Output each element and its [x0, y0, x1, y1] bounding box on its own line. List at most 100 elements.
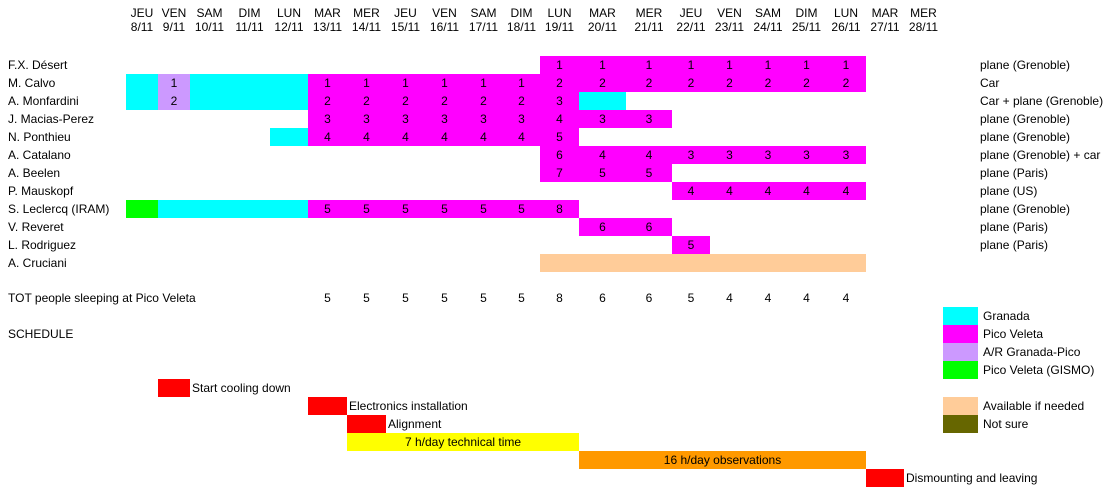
- room-number: 1: [645, 58, 653, 72]
- day-name: SAM: [754, 6, 781, 20]
- transport-mode: plane (Grenoble): [980, 112, 1071, 126]
- person-name: L. Rodriguez: [8, 238, 77, 252]
- day-name: MER: [910, 6, 937, 20]
- day-header: VEN 23/11: [710, 6, 749, 34]
- room-number: 2: [363, 94, 370, 108]
- room-number: 1: [480, 76, 487, 90]
- transport-mode: Car + plane (Grenoble): [980, 94, 1104, 108]
- presence-cell: [308, 110, 672, 128]
- room-number: 1: [556, 58, 563, 72]
- room-number: 5: [363, 202, 370, 216]
- room-number: 2: [324, 94, 331, 108]
- room-number: 2: [599, 76, 606, 90]
- room-number: 3: [556, 94, 563, 108]
- room-number: 3: [402, 112, 409, 126]
- room-number: 4: [803, 184, 810, 198]
- day-date: 26/11: [831, 20, 861, 34]
- transport-mode: Car: [980, 76, 1000, 90]
- schedule-bar: [866, 469, 904, 487]
- transport-mode: plane (US): [980, 184, 1038, 198]
- schedule-title: SCHEDULE: [8, 327, 74, 341]
- day-name: MER: [635, 6, 663, 20]
- legend-label: Pico Veleta: [983, 327, 1044, 341]
- day-name: MAR: [589, 6, 616, 20]
- presence-cell: [540, 254, 866, 272]
- room-number: 2: [687, 76, 695, 90]
- room-number: 3: [441, 112, 448, 126]
- room-number: 2: [170, 94, 178, 108]
- room-number: 5: [324, 202, 331, 216]
- room-number: 1: [170, 76, 178, 90]
- room-number: 2: [480, 94, 487, 108]
- room-number: 1: [803, 58, 810, 72]
- day-name: LUN: [276, 6, 301, 20]
- room-number: 3: [842, 148, 850, 162]
- schedule-item-label: Alignment: [388, 417, 442, 431]
- person-name: N. Ponthieu: [8, 130, 71, 144]
- room-number: 4: [687, 184, 695, 198]
- room-number: 2: [402, 94, 409, 108]
- person-name: A. Monfardini: [8, 94, 79, 108]
- legend-swatch: [943, 325, 978, 343]
- total-value: 5: [518, 291, 525, 305]
- room-number: 5: [441, 202, 448, 216]
- day-name: SAM: [196, 6, 223, 20]
- day-header: MAR 27/11: [866, 6, 904, 34]
- room-number: 4: [726, 184, 733, 198]
- room-number: 2: [764, 76, 772, 90]
- presence-cell: [308, 200, 579, 218]
- room-number: 6: [599, 220, 606, 234]
- day-name: VEN: [161, 6, 187, 20]
- room-number: 5: [402, 202, 409, 216]
- day-header: DIM 25/11: [787, 6, 826, 34]
- day-name: JEU: [394, 6, 417, 20]
- room-number: 4: [556, 112, 563, 126]
- room-number: 6: [645, 220, 653, 234]
- day-header: MAR 13/11: [308, 6, 347, 34]
- day-date: 12/11: [274, 20, 304, 34]
- day-name: VEN: [717, 6, 742, 20]
- presence-cell: [540, 56, 866, 74]
- room-number: 4: [441, 130, 448, 144]
- room-number: 4: [599, 148, 606, 162]
- room-number: 3: [324, 112, 331, 126]
- day-date: 16/11: [429, 20, 460, 34]
- day-header: JEU 8/11: [126, 6, 158, 34]
- room-number: 3: [363, 112, 370, 126]
- total-value: 4: [842, 291, 850, 305]
- room-number: 5: [480, 202, 487, 216]
- schedule-bar-label: 7 h/day technical time: [347, 433, 579, 451]
- total-value: 5: [441, 291, 448, 305]
- day-header: LUN 12/11: [270, 6, 308, 34]
- legend-swatch: [943, 397, 978, 415]
- transport-mode: plane (Paris): [980, 166, 1049, 180]
- day-date: 28/11: [908, 20, 939, 34]
- day-header: MAR 20/11: [579, 6, 626, 34]
- day-date: 24/11: [753, 20, 783, 34]
- room-number: 1: [687, 58, 695, 72]
- day-date: 21/11: [634, 20, 664, 34]
- total-value: 5: [402, 291, 409, 305]
- room-number: 5: [556, 130, 563, 144]
- room-number: 1: [726, 58, 733, 72]
- legend-swatch: [943, 361, 978, 379]
- presence-cell: [579, 92, 626, 110]
- day-name: JEU: [130, 6, 154, 20]
- room-number: 3: [480, 112, 487, 126]
- day-header: JEU 15/11: [386, 6, 425, 34]
- room-number: 1: [402, 76, 409, 90]
- day-header: DIM 18/11: [503, 6, 540, 34]
- day-date: 11/11: [235, 20, 264, 34]
- day-header: LUN 26/11: [826, 6, 866, 34]
- total-value: 6: [599, 291, 606, 305]
- presence-cell: [308, 128, 579, 146]
- day-date: 19/11: [544, 20, 575, 34]
- schedule-item-label: Electronics installation: [349, 399, 468, 413]
- day-name: SAM: [470, 6, 497, 20]
- room-number: 4: [402, 130, 409, 144]
- day-header: VEN 9/11: [158, 6, 190, 34]
- schedule-bar: [308, 397, 347, 415]
- room-number: 3: [518, 112, 525, 126]
- person-name: P. Mauskopf: [8, 184, 74, 198]
- room-number: 5: [645, 166, 653, 180]
